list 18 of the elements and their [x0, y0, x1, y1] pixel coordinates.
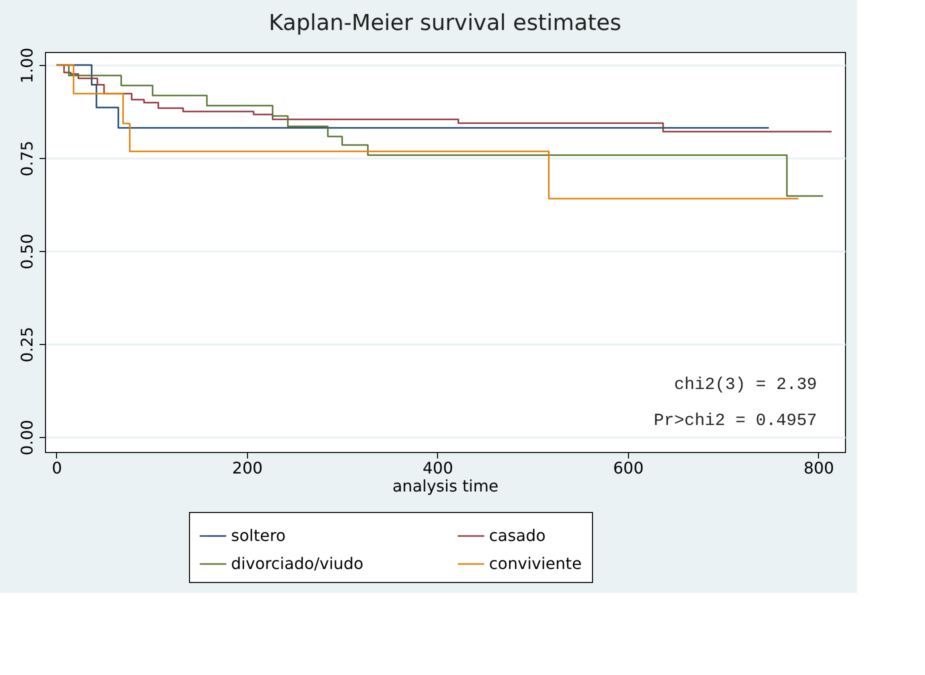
- legend-label: divorciado/viudo: [231, 554, 364, 573]
- y-tick-label: 0.25: [18, 326, 36, 362]
- chart-title: Kaplan-Meier survival estimates: [268, 11, 622, 36]
- y-tick-label: 0.00: [18, 420, 36, 456]
- x-tick-label: 600: [613, 458, 644, 478]
- y-tick-label: 0.50: [18, 234, 36, 270]
- legend-label: soltero: [231, 526, 286, 545]
- x-tick-label: 800: [804, 458, 834, 478]
- y-tick-label: 0.75: [18, 140, 36, 176]
- annotation: chi2(3) = 2.39: [674, 376, 817, 395]
- legend-label: casado: [489, 526, 546, 545]
- x-tick-label: 200: [232, 458, 263, 478]
- legend-label: conviviente: [489, 554, 582, 573]
- annotation: Pr>chi2 = 0.4957: [654, 412, 817, 431]
- x-tick-label: 0: [52, 458, 62, 478]
- x-axis-title: analysis time: [392, 476, 499, 496]
- x-tick-label: 400: [422, 458, 454, 478]
- y-tick-label: 1.00: [18, 48, 36, 84]
